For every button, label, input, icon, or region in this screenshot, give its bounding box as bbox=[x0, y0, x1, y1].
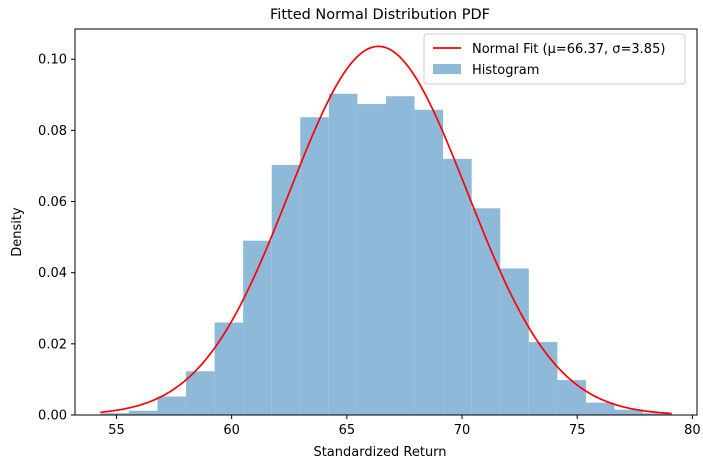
legend-label-histogram: Histogram bbox=[472, 63, 539, 78]
normal-fit-line bbox=[100, 45, 672, 415]
y-tick-label: 0.08 bbox=[38, 124, 67, 139]
histogram-bar bbox=[128, 410, 158, 415]
legend: Normal Fit (μ=66.37, σ=3.85) Histogram bbox=[423, 33, 686, 85]
histogram-bar bbox=[557, 380, 586, 415]
y-axis: 0.00 0.02 0.04 0.06 0.08 0.10 bbox=[38, 53, 75, 424]
y-axis-label: Density bbox=[10, 207, 25, 257]
x-tick-label: 55 bbox=[108, 423, 125, 438]
y-tick-label: 0.06 bbox=[38, 195, 67, 210]
histogram-bar bbox=[271, 164, 301, 415]
histogram-bar bbox=[386, 96, 415, 415]
y-tick-label: 0.04 bbox=[38, 266, 67, 281]
histogram-bar bbox=[186, 371, 215, 415]
axes-frame bbox=[74, 28, 698, 416]
histogram-bar bbox=[643, 413, 672, 415]
x-tick-label: 60 bbox=[223, 423, 240, 438]
y-tick-label: 0.02 bbox=[38, 337, 67, 352]
x-tick-label: 80 bbox=[684, 423, 701, 438]
histogram-bar bbox=[357, 104, 386, 416]
histogram-bar bbox=[157, 396, 187, 415]
histogram-bar bbox=[328, 93, 358, 416]
histogram-bar bbox=[300, 117, 329, 415]
histogram-bar bbox=[528, 342, 558, 415]
histogram-bar bbox=[471, 208, 501, 415]
x-axis-label: Standardized Return bbox=[313, 445, 446, 460]
x-tick-label: 70 bbox=[454, 423, 471, 438]
histogram-bar bbox=[243, 240, 272, 415]
histogram-bar bbox=[214, 322, 244, 415]
legend-box bbox=[423, 33, 686, 85]
x-tick-label: 65 bbox=[339, 423, 356, 438]
histogram-bar bbox=[500, 268, 529, 415]
histogram-bar bbox=[585, 402, 615, 415]
chart-title: Fitted Normal Distribution PDF bbox=[270, 7, 490, 23]
y-tick-label: 0.10 bbox=[38, 53, 67, 68]
legend-label-normal-fit: Normal Fit (μ=66.37, σ=3.85) bbox=[472, 42, 665, 57]
histogram-bar bbox=[100, 413, 129, 415]
histogram-bar bbox=[443, 158, 472, 415]
x-tick-label: 75 bbox=[569, 423, 586, 438]
legend-histogram-swatch bbox=[433, 64, 461, 74]
histogram-bar bbox=[614, 409, 644, 415]
plot-area bbox=[100, 45, 672, 416]
x-axis: 55 60 65 70 75 80 bbox=[108, 415, 701, 438]
histogram-bar bbox=[414, 109, 444, 416]
y-tick-label: 0.00 bbox=[38, 409, 67, 424]
